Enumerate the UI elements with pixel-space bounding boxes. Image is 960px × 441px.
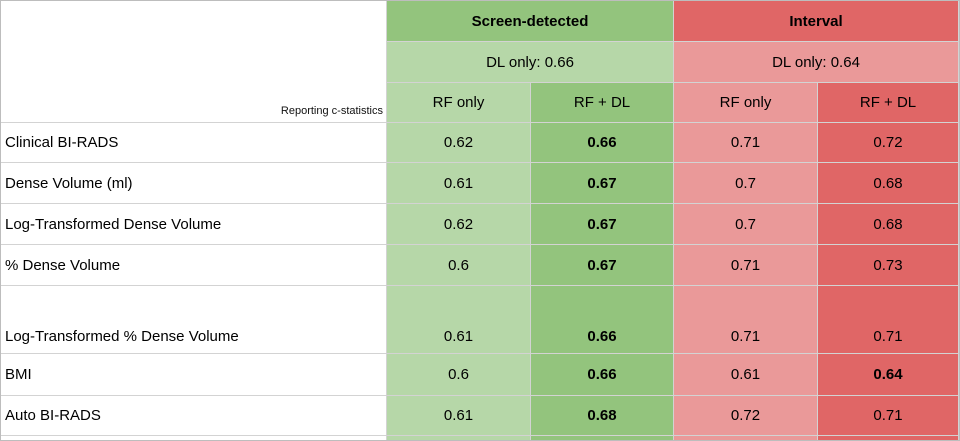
header-screen-rf-dl[interactable]: RF + DL <box>531 83 674 123</box>
cell-value[interactable]: 0.71 <box>674 123 818 163</box>
cell-value[interactable]: 0.68 <box>818 204 959 245</box>
cell-value[interactable]: 0.67 <box>531 245 674 286</box>
header-interval-rf-dl[interactable]: RF + DL <box>818 83 959 123</box>
cell-value[interactable]: 0.62 <box>387 204 531 245</box>
header-dl-only-interval[interactable]: DL only: 0.64 <box>674 42 959 83</box>
header-screen-rf-only[interactable]: RF only <box>387 83 531 123</box>
row-label-log-dense-volume[interactable]: Log-Transformed Dense Volume <box>1 204 387 245</box>
row-label-auto-bi-rads[interactable]: Auto BI-RADS <box>1 396 387 436</box>
cell-value[interactable]: 0.66 <box>531 354 674 396</box>
partial-row-cell[interactable] <box>818 436 959 440</box>
cell-value[interactable]: 0.61 <box>387 286 531 354</box>
corner-note: Reporting c-statistics <box>280 105 383 117</box>
partial-row-cell[interactable] <box>1 436 387 440</box>
cell-value[interactable]: 0.6 <box>387 245 531 286</box>
header-dl-only-screen[interactable]: DL only: 0.66 <box>387 42 674 83</box>
cell-value[interactable]: 0.71 <box>818 396 959 436</box>
cell-value[interactable]: 0.62 <box>387 123 531 163</box>
cell-value[interactable]: 0.61 <box>674 354 818 396</box>
header-interval-rf-only[interactable]: RF only <box>674 83 818 123</box>
partial-row-cell[interactable] <box>387 436 531 440</box>
cell-value[interactable]: 0.64 <box>818 354 959 396</box>
row-label-dense-volume[interactable]: Dense Volume (ml) <box>1 163 387 204</box>
cell-value[interactable]: 0.71 <box>674 286 818 354</box>
cell-value[interactable]: 0.67 <box>531 204 674 245</box>
cell-value[interactable]: 0.73 <box>818 245 959 286</box>
cell-value[interactable]: 0.66 <box>531 123 674 163</box>
cell-value[interactable]: 0.71 <box>818 286 959 354</box>
corner-cell[interactable]: Reporting c-statistics <box>1 1 387 123</box>
cell-value[interactable]: 0.7 <box>674 204 818 245</box>
cell-value[interactable]: 0.6 <box>387 354 531 396</box>
cell-value[interactable]: 0.61 <box>387 163 531 204</box>
header-screen-detected[interactable]: Screen-detected <box>387 1 674 42</box>
cell-value[interactable]: 0.68 <box>531 396 674 436</box>
cell-value[interactable]: 0.61 <box>387 396 531 436</box>
row-label-bmi[interactable]: BMI <box>1 354 387 396</box>
cell-value[interactable]: 0.66 <box>531 286 674 354</box>
partial-row-cell[interactable] <box>531 436 674 440</box>
cell-value[interactable]: 0.7 <box>674 163 818 204</box>
cell-value[interactable]: 0.68 <box>818 163 959 204</box>
row-label-clinical-bi-rads[interactable]: Clinical BI-RADS <box>1 123 387 163</box>
header-interval[interactable]: Interval <box>674 1 959 42</box>
cell-value[interactable]: 0.72 <box>818 123 959 163</box>
cell-value[interactable]: 0.71 <box>674 245 818 286</box>
partial-row-cell[interactable] <box>674 436 818 440</box>
cell-value[interactable]: 0.72 <box>674 396 818 436</box>
row-label-log-pct-dense-volume[interactable]: Log-Transformed % Dense Volume <box>1 286 387 354</box>
cell-value[interactable]: 0.67 <box>531 163 674 204</box>
row-label-pct-dense-volume[interactable]: % Dense Volume <box>1 245 387 286</box>
